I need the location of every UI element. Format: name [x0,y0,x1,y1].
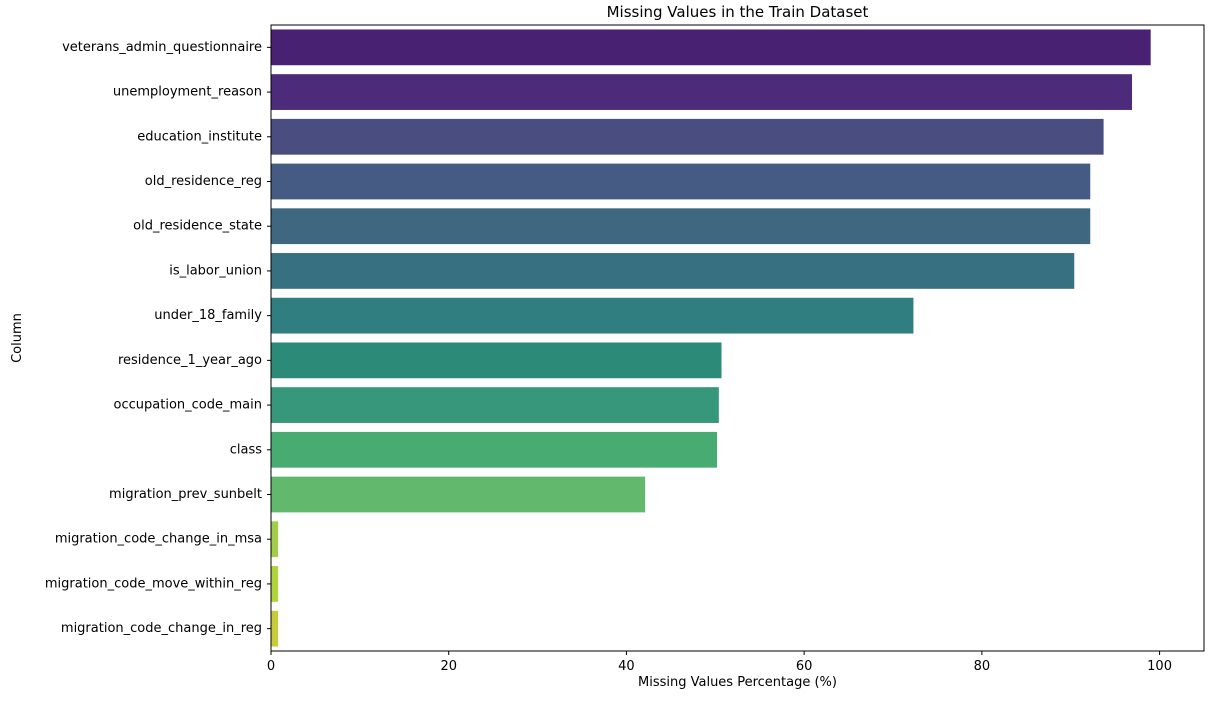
bar-veterans_admin_questionnaire [271,29,1151,66]
x-tick-labels: 0 20 40 60 80 100 [267,651,1172,674]
bar-migration_code_change_in_msa [271,521,279,558]
y-tick-label: is_labor_union [169,263,262,278]
y-tick-label: residence_1_year_ago [118,353,262,368]
x-tick-label: 60 [796,659,813,674]
bar-migration_prev_sunbelt [271,476,646,513]
y-tick-label: migration_code_change_in_reg [61,621,262,636]
y-tick-labels: veterans_admin_questionnaire unemployment… [45,40,271,636]
y-axis-label: Column [10,313,25,363]
x-tick-label: 40 [618,659,635,674]
y-tick-label: veterans_admin_questionnaire [62,40,262,55]
plot-frame [270,24,1205,652]
y-tick-label: class [230,442,262,457]
y-tick-label: old_residence_reg [145,174,262,189]
bar-under_18_family [271,297,914,334]
x-tick-label: 20 [440,659,457,674]
bar-occupation_code_main [271,387,719,423]
bar-old_residence_state [271,208,1091,245]
bar-is_labor_union [271,253,1075,289]
bar-class [271,431,718,468]
x-axis-label: Missing Values Percentage (%) [638,675,837,690]
y-tick-label: migration_prev_sunbelt [109,487,262,502]
x-tick-label: 100 [1147,659,1172,674]
bar-migration_code_move_within_reg [271,566,279,602]
chart-title: Missing Values in the Train Dataset [607,3,869,21]
y-tick-label: migration_code_change_in_msa [55,532,262,547]
y-tick-label: unemployment_reason [113,85,262,100]
bar-unemployment_reason [271,74,1133,110]
x-tick-label: 80 [974,659,991,674]
y-tick-label: education_institute [137,129,262,144]
bar-education_institute [271,118,1104,155]
bar-old_residence_reg [271,163,1091,200]
y-tick-label: migration_code_move_within_reg [45,576,262,591]
x-tick-label: 0 [267,659,275,674]
bar-residence_1_year_ago [271,342,722,379]
y-tick-label: old_residence_state [133,219,262,234]
y-tick-label: occupation_code_main [114,398,262,413]
y-tick-label: under_18_family [154,308,262,323]
bars-layer [271,29,1151,647]
bar-migration_code_change_in_reg [271,610,279,647]
